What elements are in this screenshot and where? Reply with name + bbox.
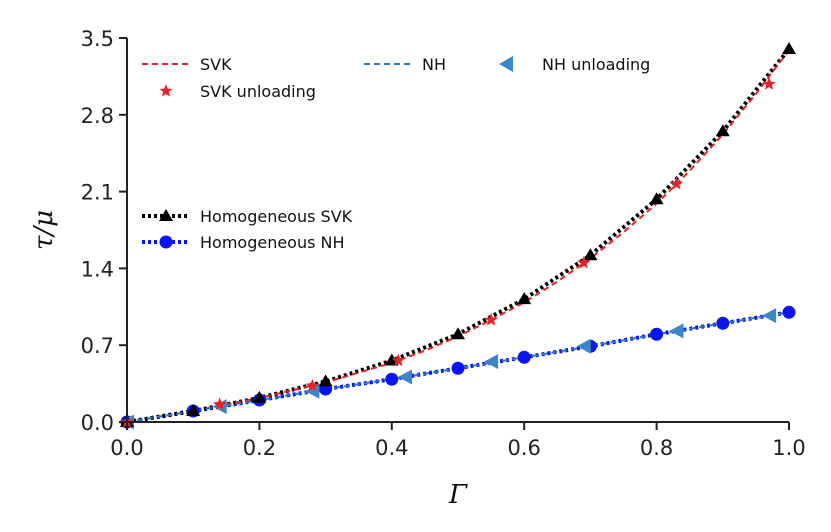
hom-nh-point (451, 361, 465, 375)
x-tick-label: 0.2 (243, 436, 276, 460)
y-tick-label: 2.1 (81, 181, 114, 205)
nh-unloading-point (305, 383, 320, 399)
legend-item-svk-unloading: SVK unloading (159, 82, 316, 101)
hom-svk-point (715, 124, 730, 137)
hom-svk-point (252, 390, 267, 403)
legend-item-nh-unloading: NH unloading (499, 55, 650, 74)
y-tick-label: 1.4 (81, 257, 114, 281)
y-tick-label: 0.7 (81, 334, 114, 358)
hom-svk-point (451, 327, 465, 340)
hom-svk-point (318, 374, 333, 387)
y-axis-label: τ/μ (29, 210, 59, 250)
hom-nh-point (716, 316, 730, 330)
svk-unloading-point (577, 255, 591, 269)
legend-hom-nh-marker (159, 235, 173, 249)
legend-svk-label: SVK (200, 55, 232, 74)
x-tick-label: 0.4 (375, 436, 408, 460)
legend-svk-unloading-marker (159, 84, 173, 97)
hom-svk-point (649, 192, 664, 205)
hom-nh-point (517, 350, 531, 364)
legend-svk-unloading-label: SVK unloading (200, 82, 316, 101)
axes-layer (126, 38, 789, 423)
x-axis-label: Γ (448, 480, 468, 510)
legend-item-hom-svk: Homogeneous SVK (142, 207, 353, 226)
svk-unloading-point (305, 378, 320, 392)
nh-unloading-point (576, 338, 591, 354)
x-tick-label: 0.0 (110, 436, 143, 460)
legend-nh-unloading-label: NH unloading (542, 55, 650, 74)
y-tick-label: 2.8 (81, 104, 114, 128)
svk-unloading-point (391, 353, 406, 367)
hom-nh-point (782, 305, 796, 319)
svk-unloading-point (762, 77, 776, 90)
legend: SVK SVK unloading NH NH unloading Homoge… (142, 55, 650, 252)
nh-unloading-point (398, 369, 413, 385)
svk-unloading-point (484, 313, 498, 326)
hom-nh-point (385, 372, 399, 386)
legend-item-nh: NH (364, 55, 446, 74)
nh-unloading-point (484, 354, 499, 370)
x-tick-label: 0.8 (640, 436, 673, 460)
legend-hom-nh-label: Homogeneous NH (200, 233, 345, 252)
hom-svk-point (517, 292, 532, 305)
ticks-layer: 0.0 0.2 0.4 0.6 0.8 1.0 0.0 0.7 1.4 2.1 2.8 3.5 (81, 27, 806, 460)
hom-svk-point (186, 404, 201, 417)
legend-item-svk: SVK (142, 55, 232, 74)
legend-nh-unloading-marker (499, 56, 513, 72)
svk-unloading-point (669, 176, 684, 190)
nh-unloading-point (669, 323, 684, 339)
y-tick-label: 3.5 (81, 27, 114, 51)
hom-svk-point (583, 248, 598, 261)
series-layer (120, 41, 796, 430)
legend-hom-svk-marker (159, 209, 173, 221)
x-tick-label: 1.0 (772, 436, 805, 460)
legend-item-hom-nh: Homogeneous NH (142, 233, 345, 252)
y-tick-label: 0.0 (81, 411, 114, 435)
svk-unloading-point (213, 397, 227, 411)
hom-nh-point (650, 327, 664, 341)
x-tick-label: 0.6 (507, 436, 540, 460)
legend-nh-label: NH (422, 55, 446, 74)
legend-hom-svk-label: Homogeneous SVK (200, 207, 353, 226)
hom-svk-point (782, 41, 796, 54)
nh-unloading-point (762, 308, 777, 324)
